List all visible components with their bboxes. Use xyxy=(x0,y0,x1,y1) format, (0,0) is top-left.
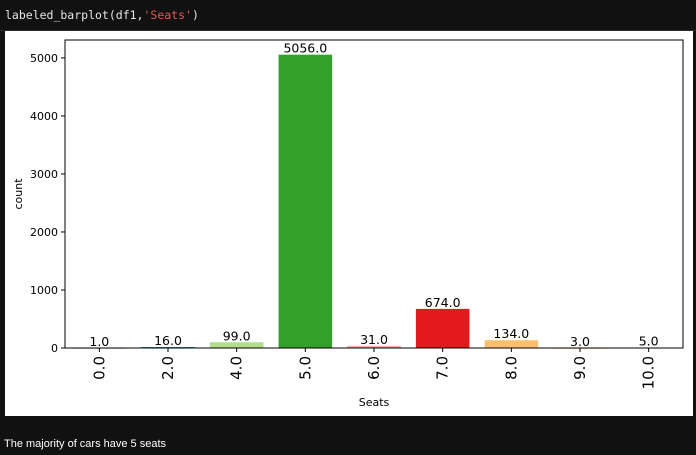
code-string-arg: 'Seats' xyxy=(143,8,192,22)
x-tick-label: 8.0 xyxy=(502,356,520,380)
x-tick-label: 0.0 xyxy=(90,356,108,380)
x-tick-label: 5.0 xyxy=(296,356,314,380)
x-tick-label: 10.0 xyxy=(640,356,658,389)
y-axis-label: count xyxy=(12,178,25,210)
bar-value-label: 31.0 xyxy=(360,332,388,347)
y-tick-label: 5000 xyxy=(30,52,58,65)
y-tick-label: 0 xyxy=(51,342,58,355)
code-line: labeled_barplot(df1,'Seats') xyxy=(5,8,199,22)
bar-value-label: 16.0 xyxy=(154,333,182,348)
bar-4.0 xyxy=(209,342,264,348)
x-tick-label: 7.0 xyxy=(434,356,452,380)
bar-7.0 xyxy=(415,308,470,348)
bar-value-label: 5.0 xyxy=(639,334,659,349)
markdown-output: The majority of cars have 5 seats xyxy=(4,438,167,450)
bar-6.0 xyxy=(347,346,401,348)
bar-value-label: 3.0 xyxy=(570,334,590,349)
bar-value-label: 674.0 xyxy=(425,295,461,310)
x-axis-label: Seats xyxy=(359,396,390,409)
x-tick-label: 2.0 xyxy=(159,356,177,380)
bar-value-label: 134.0 xyxy=(493,326,529,341)
x-tick-label: 6.0 xyxy=(365,356,383,380)
code-paren: ) xyxy=(191,8,199,22)
y-tick-label: 1000 xyxy=(30,284,58,297)
code-function-call: labeled_barplot(df1, xyxy=(5,8,144,22)
bar-5.0 xyxy=(278,54,333,348)
bar-value-label: 99.0 xyxy=(223,328,251,343)
cell-output: 1.0 16.0 99.0 5056.0 31.0 674.0 134.0 3.0 5.0 0 1… xyxy=(5,31,693,416)
code-cell-input[interactable]: labeled_barplot(df1,'Seats') xyxy=(0,0,696,31)
plot-frame xyxy=(64,39,684,349)
y-tick-label: 3000 xyxy=(30,168,58,181)
bar-value-label: 1.0 xyxy=(89,334,109,349)
y-tick-label: 4000 xyxy=(30,110,58,123)
y-tick-label: 2000 xyxy=(30,226,58,239)
x-tick-label: 9.0 xyxy=(571,356,589,380)
bar-8.0 xyxy=(484,340,539,348)
bar-chart: 1.0 16.0 99.0 5056.0 31.0 674.0 134.0 3.0 5.0 0 1… xyxy=(12,39,684,409)
bar-value-label: 5056.0 xyxy=(283,41,327,56)
x-tick-label: 4.0 xyxy=(228,356,246,380)
